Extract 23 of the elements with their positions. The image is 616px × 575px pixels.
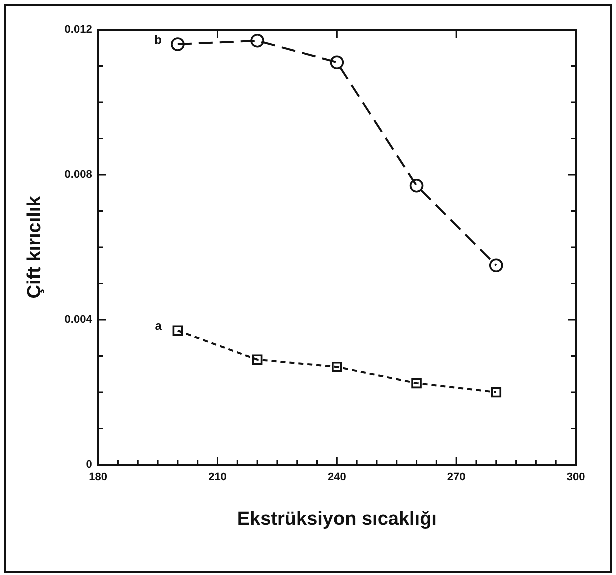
point bbox=[172, 326, 184, 336]
point bbox=[252, 354, 263, 366]
series-label: a bbox=[155, 319, 162, 334]
point bbox=[332, 362, 342, 372]
x-tick-label: 180 bbox=[89, 472, 108, 484]
point bbox=[250, 34, 264, 48]
point bbox=[410, 178, 424, 193]
y-tick-label: 0 bbox=[86, 459, 92, 472]
y-axis-title: Çift kırıcılık bbox=[24, 196, 46, 299]
x-tick-label: 300 bbox=[566, 472, 586, 484]
point bbox=[412, 378, 422, 389]
point bbox=[491, 387, 502, 398]
x-tick-label: 210 bbox=[208, 472, 227, 484]
point bbox=[330, 56, 344, 70]
point bbox=[171, 38, 185, 52]
x-tick-label: 270 bbox=[447, 472, 466, 484]
point bbox=[489, 258, 504, 273]
y-tick-label: 0.004 bbox=[64, 314, 94, 326]
series-label: b bbox=[154, 32, 162, 47]
y-tick-label: 0.008 bbox=[64, 169, 92, 182]
x-tick-label: 240 bbox=[328, 472, 346, 484]
x-axis-title: Ekstrüksiyon sıcaklığı bbox=[237, 508, 437, 530]
y-tick-label: 0.012 bbox=[64, 24, 92, 36]
